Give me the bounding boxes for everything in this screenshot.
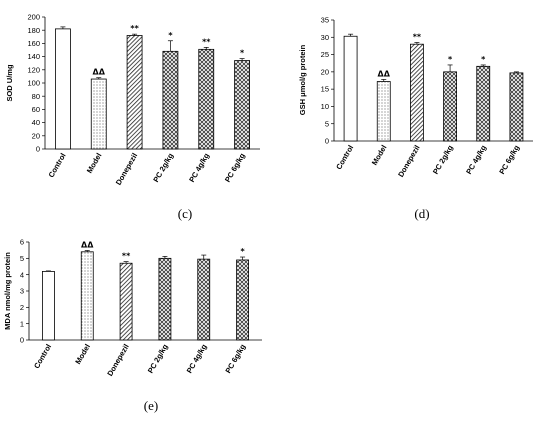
y-tick-label: 30 xyxy=(321,33,329,42)
significance-marker: * xyxy=(481,55,486,64)
mda-chart: 0 1 2 3 4 5 6 MDA nmol/mg protein Control ΔΔ Model… xyxy=(3,238,262,378)
y-tick-label: 5 xyxy=(325,119,329,128)
category-label: Donepezil xyxy=(105,343,131,378)
y-tick-label: 120 xyxy=(27,65,40,74)
y-tick-label: 10 xyxy=(321,102,329,111)
category-label: PC 6g/kg xyxy=(223,151,247,184)
panel-label-c: (c) xyxy=(178,206,192,221)
bar xyxy=(509,72,524,142)
category-label: PC 6g/kg xyxy=(497,143,521,176)
significance-marker: ** xyxy=(122,252,131,261)
bar xyxy=(119,262,133,341)
bar xyxy=(126,35,143,150)
significance-marker: * xyxy=(448,55,453,64)
y-tick-label: 35 xyxy=(321,16,329,25)
category-label: Donepezil xyxy=(114,152,140,187)
bar xyxy=(476,65,491,142)
y-tick-label: 80 xyxy=(32,92,40,101)
bar xyxy=(80,251,94,341)
bar xyxy=(42,270,55,341)
bar xyxy=(55,28,71,150)
significance-marker: ΔΔ xyxy=(81,240,94,249)
y-tick-label: 15 xyxy=(321,85,329,94)
bar xyxy=(376,81,391,142)
significance-marker: * xyxy=(240,49,245,58)
y-tick-label: 100 xyxy=(27,79,40,88)
significance-marker: * xyxy=(240,247,245,256)
panel-label-e: (e) xyxy=(144,398,158,413)
category-label: Control xyxy=(32,343,53,371)
category-label: Control xyxy=(334,144,355,172)
y-tick-label: 40 xyxy=(32,118,40,127)
significance-marker: ** xyxy=(413,32,422,41)
y-axis-label: MDA nmol/mg protein xyxy=(3,252,12,330)
significance-marker: ΔΔ xyxy=(378,69,391,78)
bar xyxy=(343,35,358,142)
category-label: PC 6g/kg xyxy=(223,342,247,375)
category-label: Model xyxy=(370,144,389,167)
bar xyxy=(234,60,250,150)
category-label: PC 2g/kg xyxy=(146,342,170,375)
bar xyxy=(90,78,107,150)
category-label: Control xyxy=(47,152,68,180)
y-tick-label: 20 xyxy=(321,67,329,76)
gsh-chart: 0 5 10 15 20 25 30 35 GSH μmol/g protein Control Δ… xyxy=(298,16,533,179)
bar xyxy=(198,48,215,150)
category-label: Donepezil xyxy=(396,144,422,179)
y-tick-label: 0 xyxy=(20,336,24,345)
bar xyxy=(162,50,179,150)
panel-label-d: (d) xyxy=(414,206,429,221)
bar xyxy=(197,258,211,341)
y-tick-label: 140 xyxy=(27,52,40,61)
category-label: PC 4g/kg xyxy=(187,151,211,184)
significance-marker: ΔΔ xyxy=(93,68,106,77)
y-tick-label: 1 xyxy=(20,319,24,328)
bar xyxy=(443,71,457,142)
y-tick-label: 3 xyxy=(20,287,24,296)
category-label: PC 2g/kg xyxy=(431,143,455,176)
category-label: Model xyxy=(73,343,92,366)
y-axis-label: GSH μmol/g protein xyxy=(298,44,307,115)
category-label: PC 2g/kg xyxy=(151,151,175,184)
y-tick-label: 25 xyxy=(321,50,329,59)
significance-marker: ** xyxy=(130,24,139,33)
bar xyxy=(236,259,249,341)
y-tick-label: 160 xyxy=(27,39,40,48)
bar xyxy=(158,257,172,341)
y-tick-label: 180 xyxy=(27,26,40,35)
category-label: Model xyxy=(85,152,104,175)
category-label: PC 4g/kg xyxy=(185,342,209,375)
y-tick-label: 5 xyxy=(20,254,24,263)
y-tick-label: 20 xyxy=(32,131,40,140)
bar xyxy=(410,43,424,142)
y-tick-label: 60 xyxy=(32,105,40,114)
y-tick-label: 0 xyxy=(36,145,40,154)
y-tick-label: 200 xyxy=(27,13,40,22)
significance-marker: * xyxy=(168,31,173,40)
y-tick-label: 6 xyxy=(20,238,24,247)
y-tick-label: 4 xyxy=(20,270,24,279)
category-label: PC 4g/kg xyxy=(464,143,488,176)
sod-chart: 0 20 40 60 80 100 120 140 160 180 200 SOD U/mg Contr… xyxy=(5,13,260,187)
significance-marker: ** xyxy=(202,37,211,46)
y-tick-label: 2 xyxy=(20,303,24,312)
y-tick-label: 0 xyxy=(325,137,329,146)
y-axis-label: SOD U/mg xyxy=(5,64,14,102)
